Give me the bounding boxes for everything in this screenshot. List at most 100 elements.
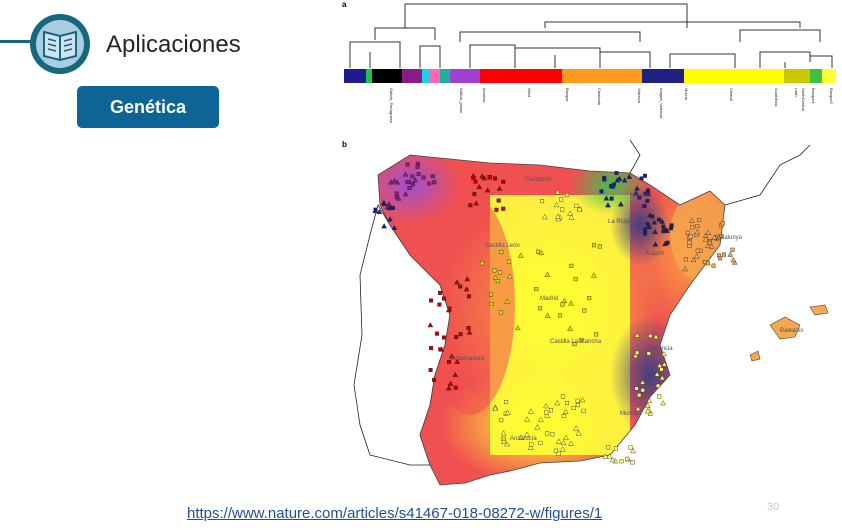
sample-marker [635, 350, 640, 355]
region-label: Catalunya [715, 235, 743, 241]
sample-marker [694, 229, 701, 235]
sample-marker [621, 177, 628, 183]
sample-marker [573, 277, 578, 282]
sample-marker [391, 178, 398, 184]
sample-marker [452, 371, 458, 377]
sample-marker [614, 170, 619, 175]
sample-marker [432, 180, 437, 185]
sample-marker [565, 193, 570, 198]
sample-marker [524, 431, 530, 437]
sample-marker [661, 350, 667, 357]
sample-marker [656, 383, 661, 388]
dendrogram-label: Murcia [684, 88, 689, 101]
dendrogram-label: Basque [565, 88, 570, 102]
sample-marker [654, 371, 660, 377]
sample-marker [659, 375, 666, 381]
sample-marker [527, 408, 534, 414]
sample-marker [554, 213, 561, 219]
genetica-badge[interactable]: Genética [77, 86, 219, 128]
sample-marker [643, 227, 648, 232]
sample-marker [643, 173, 648, 178]
sample-marker [554, 189, 561, 195]
sample-marker [575, 430, 582, 436]
sample-marker [453, 385, 458, 390]
sample-marker [468, 203, 473, 208]
sample-marker [646, 191, 651, 196]
sample-marker [705, 229, 712, 235]
sample-marker [661, 361, 668, 367]
sample-marker [484, 187, 491, 193]
sample-marker [562, 408, 569, 414]
sample-marker [711, 263, 716, 268]
sample-marker [567, 325, 573, 331]
sample-marker [722, 252, 727, 257]
sample-marker [489, 292, 494, 297]
dendrogram-label: Aragon_Valencia [659, 88, 664, 119]
sample-marker [575, 403, 580, 408]
sample-marker [538, 249, 545, 256]
source-link[interactable]: https://www.nature.com/articles/s41467-0… [187, 505, 603, 522]
sample-marker [454, 335, 459, 340]
sample-marker [466, 326, 471, 331]
sample-marker [614, 177, 621, 183]
sample-marker [372, 207, 378, 213]
sample-marker [437, 302, 442, 307]
sample-marker [473, 179, 478, 184]
sample-marker [646, 397, 653, 403]
sample-marker [578, 338, 583, 343]
sample-marker [430, 174, 435, 179]
sample-marker [524, 416, 530, 422]
sample-marker [618, 201, 624, 207]
sample-marker [437, 290, 442, 295]
region-label: Castilla León [485, 243, 520, 249]
region-label: La Rioja [608, 219, 631, 225]
sample-marker [634, 332, 641, 338]
sample-marker [609, 457, 616, 463]
sample-marker [577, 207, 582, 212]
sample-marker [463, 286, 470, 292]
sample-marker [628, 445, 633, 450]
sample-marker [707, 239, 713, 245]
sample-marker [556, 451, 561, 456]
sample-marker [662, 227, 667, 232]
sample-marker [447, 306, 452, 311]
sample-marker [438, 347, 443, 352]
sample-marker [652, 228, 658, 234]
sample-marker [447, 360, 452, 365]
sample-marker [682, 266, 689, 272]
sample-marker [651, 219, 658, 225]
sample-marker [454, 279, 460, 285]
sample-marker [390, 205, 395, 210]
sample-marker [561, 297, 568, 304]
region-label: Aragón [645, 251, 664, 257]
sample-marker [591, 243, 596, 248]
sample-marker [648, 333, 653, 338]
sample-marker [394, 191, 399, 196]
sample-marker [563, 434, 569, 440]
sample-marker [687, 243, 692, 248]
sample-marker [633, 190, 640, 196]
sample-marker [609, 196, 614, 201]
sample-marker [582, 308, 587, 313]
sample-marker [635, 405, 641, 411]
sample-marker [501, 438, 507, 444]
sample-marker [554, 400, 561, 406]
sample-marker [695, 224, 700, 229]
sample-marker [606, 445, 611, 450]
sample-marker [544, 312, 551, 318]
sample-marker [549, 408, 554, 413]
sample-marker [634, 386, 639, 391]
sample-marker [471, 175, 476, 180]
sample-marker [560, 302, 565, 307]
sample-marker [489, 301, 494, 306]
sample-marker [645, 198, 650, 203]
sample-marker [720, 221, 725, 226]
sample-marker [448, 353, 455, 359]
sample-marker [626, 173, 633, 179]
sample-marker [473, 200, 480, 206]
sample-marker [695, 248, 700, 253]
sample-marker [611, 182, 616, 187]
sample-marker [421, 175, 426, 180]
sample-marker [637, 195, 642, 200]
region-label: Valencia [650, 346, 673, 352]
